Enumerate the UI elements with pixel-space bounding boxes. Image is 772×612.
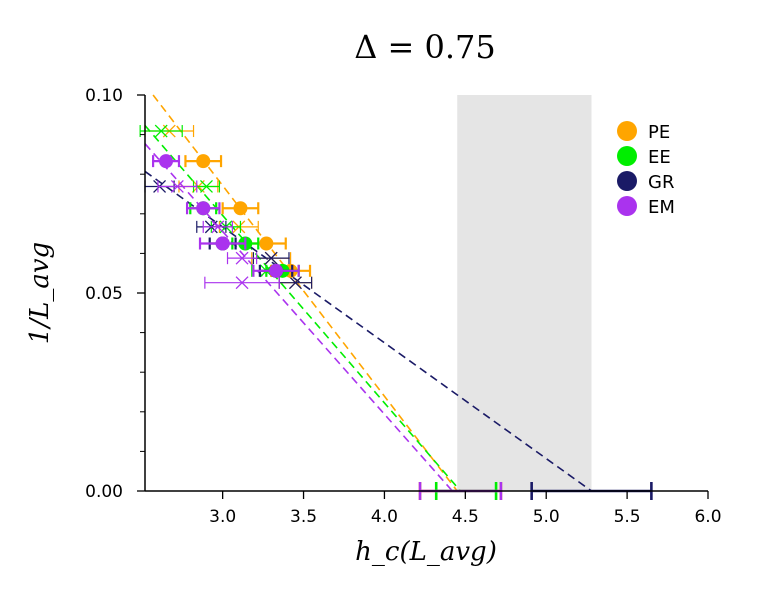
marks-layer	[139, 124, 653, 500]
legend-label-gr: GR	[648, 172, 674, 193]
cross-marker-ee-1	[200, 180, 213, 193]
data-point-pe-1	[233, 201, 248, 216]
axes-layer: 3.0 3.5 4.0 4.5 5.0 5.5 6.0 0.00 0.05 0.10	[85, 86, 721, 527]
y-axis-label-group: 1/L_avg	[25, 242, 55, 344]
cross-marker-gr-2	[264, 251, 278, 265]
legend-item-ee: EE	[617, 146, 671, 168]
fit-line-pe	[152, 94, 458, 492]
cross-marker-gr-3	[288, 276, 302, 290]
legend-marker-em	[617, 196, 637, 216]
cross-stroke-b	[235, 251, 249, 265]
x-tick-label-2: 4.0	[371, 507, 398, 527]
cross-marker-ee-0	[154, 124, 168, 138]
legend-item-gr: GR	[617, 171, 674, 193]
legend-label-ee: EE	[648, 147, 671, 168]
x-tick-label-6: 6.0	[694, 507, 721, 527]
chart-title: Δ = 0.75	[354, 28, 496, 66]
legend: PE EE GR EM	[617, 121, 675, 218]
data-point-pe-0	[196, 154, 211, 169]
legend-marker-pe	[617, 121, 637, 141]
cross-marker-em-0	[170, 180, 184, 193]
shaded-region	[457, 95, 592, 491]
x-tick-label-1: 3.5	[290, 507, 317, 527]
x-tick-label-5: 5.5	[614, 507, 641, 527]
cross-marker-em-3	[235, 276, 249, 290]
cross-stroke-b	[235, 276, 249, 290]
legend-label-em: EM	[648, 197, 675, 218]
data-point-em-1	[196, 201, 211, 216]
x-tick-label-4: 5.0	[533, 507, 560, 527]
cross-stroke-b	[200, 180, 213, 193]
cross-marker-em-1	[211, 220, 225, 234]
legend-item-em: EM	[617, 196, 675, 218]
cross-stroke-b	[288, 276, 302, 290]
legend-item-pe: PE	[617, 121, 670, 143]
legend-marker-ee	[617, 146, 637, 166]
x-tick-label-0: 3.0	[209, 507, 236, 527]
y-tick-label-0: 0.00	[85, 482, 123, 502]
legend-marker-gr	[617, 171, 637, 191]
y-tick-label-2: 0.10	[85, 86, 123, 106]
cross-stroke-b	[211, 220, 225, 234]
cross-marker-em-2	[235, 251, 249, 265]
data-point-pe-2	[259, 236, 274, 251]
fit-line-ee	[144, 124, 462, 492]
shade-layer	[457, 95, 592, 491]
data-point-em-3	[269, 263, 284, 278]
data-point-em-2	[215, 236, 230, 251]
cross-stroke-b	[170, 180, 184, 193]
fit-line-em	[144, 143, 453, 492]
legend-label-pe: PE	[648, 122, 670, 143]
y-tick-label-1: 0.05	[85, 284, 123, 304]
data-point-em-0	[159, 154, 174, 169]
x-tick-label-3: 4.5	[452, 507, 479, 527]
x-axis-label: h_c(L_avg)	[355, 537, 497, 567]
cross-stroke-b	[264, 251, 278, 265]
cross-stroke-b	[154, 124, 168, 138]
y-axis-label: 1/L_avg	[25, 242, 55, 344]
